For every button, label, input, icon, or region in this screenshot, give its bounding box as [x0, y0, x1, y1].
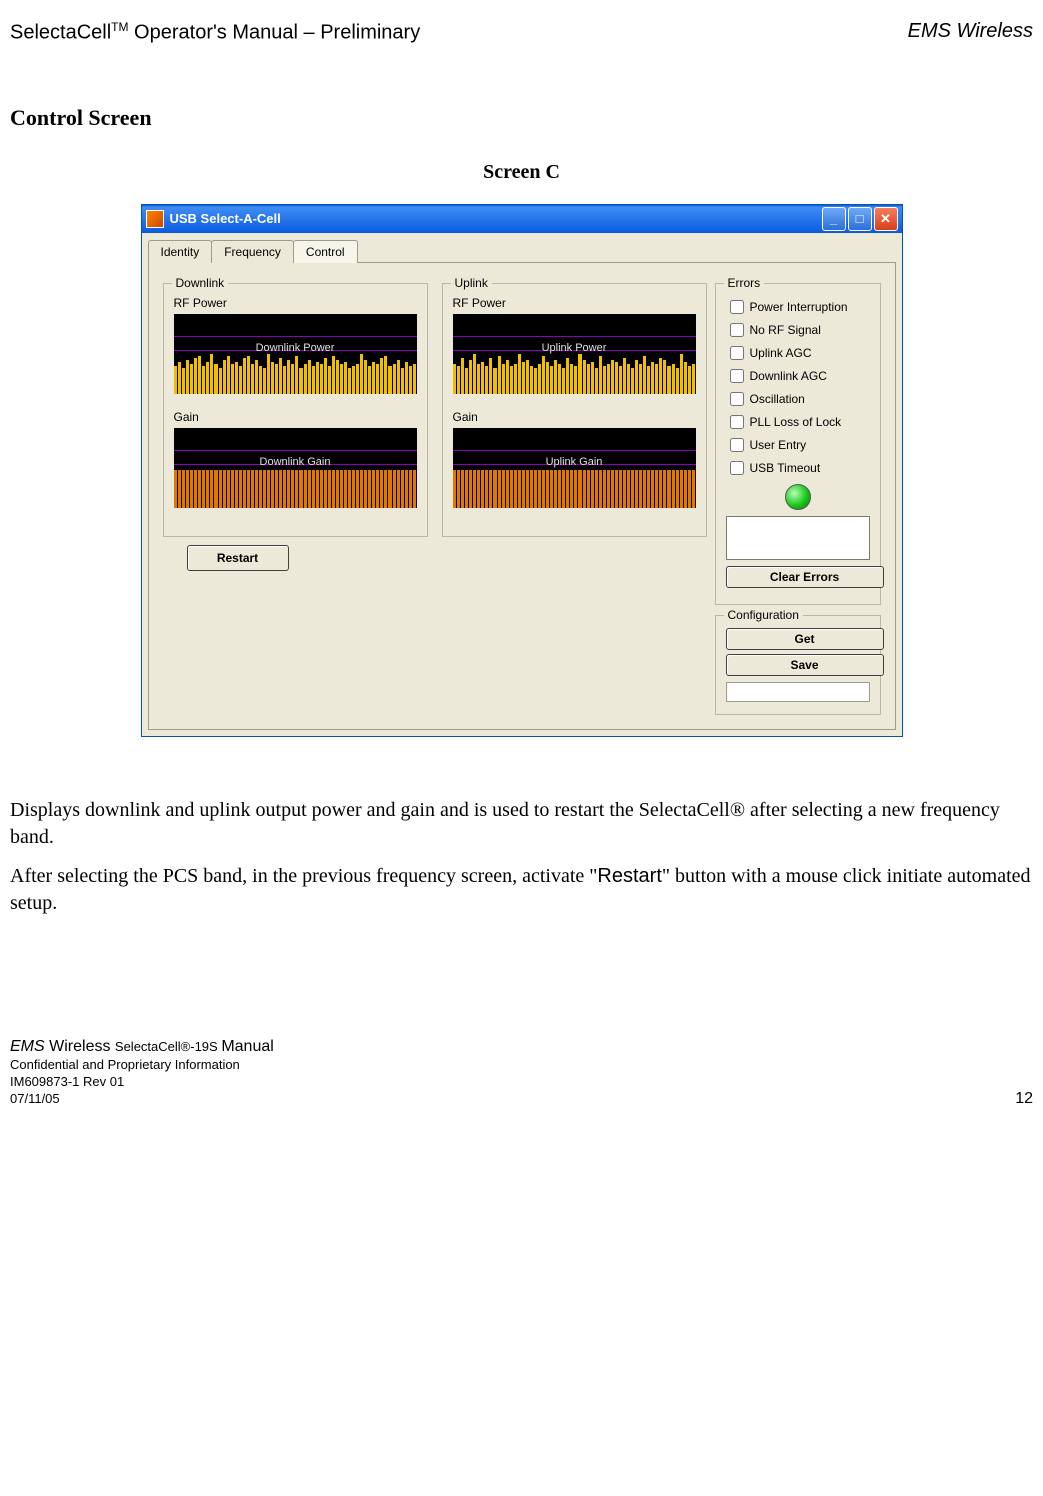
app-icon: [146, 210, 164, 228]
get-button[interactable]: Get: [726, 628, 884, 650]
error-label: Power Interruption: [750, 300, 848, 314]
error-item: Oscillation: [726, 389, 870, 409]
uplink-power-legend: Uplink Power: [453, 342, 696, 354]
downlink-group: Downlink RF Power Downlink Power Gain: [163, 283, 428, 537]
footer-docnum: IM609873-1 Rev 01: [10, 1074, 274, 1091]
error-item: USB Timeout: [726, 458, 870, 478]
error-checkbox[interactable]: [730, 369, 744, 383]
downlink-gain-legend: Downlink Gain: [174, 456, 417, 468]
footer-ems: EMS: [10, 1038, 49, 1055]
downlink-power-legend: Downlink Power: [174, 342, 417, 354]
header-left: SelectaCellTM Operator's Manual – Prelim…: [10, 20, 420, 45]
tab-control[interactable]: Control: [293, 240, 358, 263]
app-window: USB Select-A-Cell _ □ ✕ Identity Frequen…: [141, 204, 903, 737]
clear-errors-button[interactable]: Clear Errors: [726, 566, 884, 588]
error-checkbox[interactable]: [730, 461, 744, 475]
page-footer: EMS Wireless SelectaCell®-19S Manual Con…: [10, 1037, 1033, 1108]
error-label: USB Timeout: [750, 461, 821, 475]
maximize-button[interactable]: □: [848, 207, 872, 231]
error-label: Uplink AGC: [750, 346, 812, 360]
footer-confidential: Confidential and Proprietary Information: [10, 1057, 274, 1074]
header-product: SelectaCell: [10, 22, 111, 44]
downlink-label: Downlink: [172, 276, 229, 290]
config-status-field: [726, 682, 870, 702]
downlink-power-chart: Downlink Power: [174, 314, 417, 394]
header-tm: TM: [111, 20, 128, 34]
downlink-gain-chart: Downlink Gain: [174, 428, 417, 508]
restart-button[interactable]: Restart: [187, 545, 289, 571]
error-label: PLL Loss of Lock: [750, 415, 842, 429]
footer-product: SelectaCell®-19S: [115, 1039, 221, 1054]
error-checkbox[interactable]: [730, 346, 744, 360]
section-title: Control Screen: [10, 105, 1033, 131]
uplink-power-chart: Uplink Power: [453, 314, 696, 394]
footer-date: 07/11/05: [10, 1091, 274, 1108]
error-item: User Entry: [726, 435, 870, 455]
error-checkbox[interactable]: [730, 438, 744, 452]
uplink-power-label: RF Power: [453, 296, 696, 310]
tab-body: Downlink RF Power Downlink Power Gain: [148, 262, 896, 730]
downlink-gain-label: Gain: [174, 410, 417, 424]
errors-group: Errors Power InterruptionNo RF SignalUpl…: [715, 283, 881, 605]
body-para-2-pre: After selecting the PCS band, in the pre…: [10, 865, 597, 887]
config-group: Configuration Get Save: [715, 615, 881, 715]
tabstrip: Identity Frequency Control: [142, 233, 902, 262]
error-label: No RF Signal: [750, 323, 821, 337]
body-para-2-button-name: Restart: [597, 865, 661, 887]
titlebar: USB Select-A-Cell _ □ ✕: [142, 205, 902, 233]
tab-frequency[interactable]: Frequency: [211, 240, 294, 263]
footer-wireless: Wireless: [49, 1038, 115, 1055]
body-para-2: After selecting the PCS band, in the pre…: [10, 863, 1033, 917]
error-label: Oscillation: [750, 392, 805, 406]
window-title: USB Select-A-Cell: [170, 211, 281, 226]
close-button[interactable]: ✕: [874, 207, 898, 231]
error-label: User Entry: [750, 438, 807, 452]
uplink-gain-chart: Uplink Gain: [453, 428, 696, 508]
uplink-group: Uplink RF Power Uplink Power Gain: [442, 283, 707, 537]
config-label: Configuration: [724, 608, 803, 622]
uplink-gain-legend: Uplink Gain: [453, 456, 696, 468]
error-item: Uplink AGC: [726, 343, 870, 363]
error-text-field[interactable]: [726, 516, 870, 560]
error-checkbox[interactable]: [730, 415, 744, 429]
page-number: 12: [1015, 1090, 1033, 1108]
header-right: EMS Wireless: [908, 20, 1033, 45]
uplink-label: Uplink: [451, 276, 492, 290]
error-checkbox[interactable]: [730, 323, 744, 337]
error-checkbox[interactable]: [730, 300, 744, 314]
figure-label: Screen C: [10, 161, 1033, 184]
errors-label: Errors: [724, 276, 765, 290]
tab-identity[interactable]: Identity: [148, 240, 213, 263]
error-item: Power Interruption: [726, 297, 870, 317]
uplink-gain-label: Gain: [453, 410, 696, 424]
error-item: Downlink AGC: [726, 366, 870, 386]
downlink-power-label: RF Power: [174, 296, 417, 310]
minimize-button[interactable]: _: [822, 207, 846, 231]
error-item: No RF Signal: [726, 320, 870, 340]
footer-manual: Manual: [221, 1038, 273, 1055]
error-checkbox[interactable]: [730, 392, 744, 406]
error-item: PLL Loss of Lock: [726, 412, 870, 432]
body-para-1: Displays downlink and uplink output powe…: [10, 797, 1033, 851]
error-label: Downlink AGC: [750, 369, 827, 383]
status-led-icon: [785, 484, 811, 510]
save-button[interactable]: Save: [726, 654, 884, 676]
header-suffix: Operator's Manual – Preliminary: [129, 22, 421, 44]
